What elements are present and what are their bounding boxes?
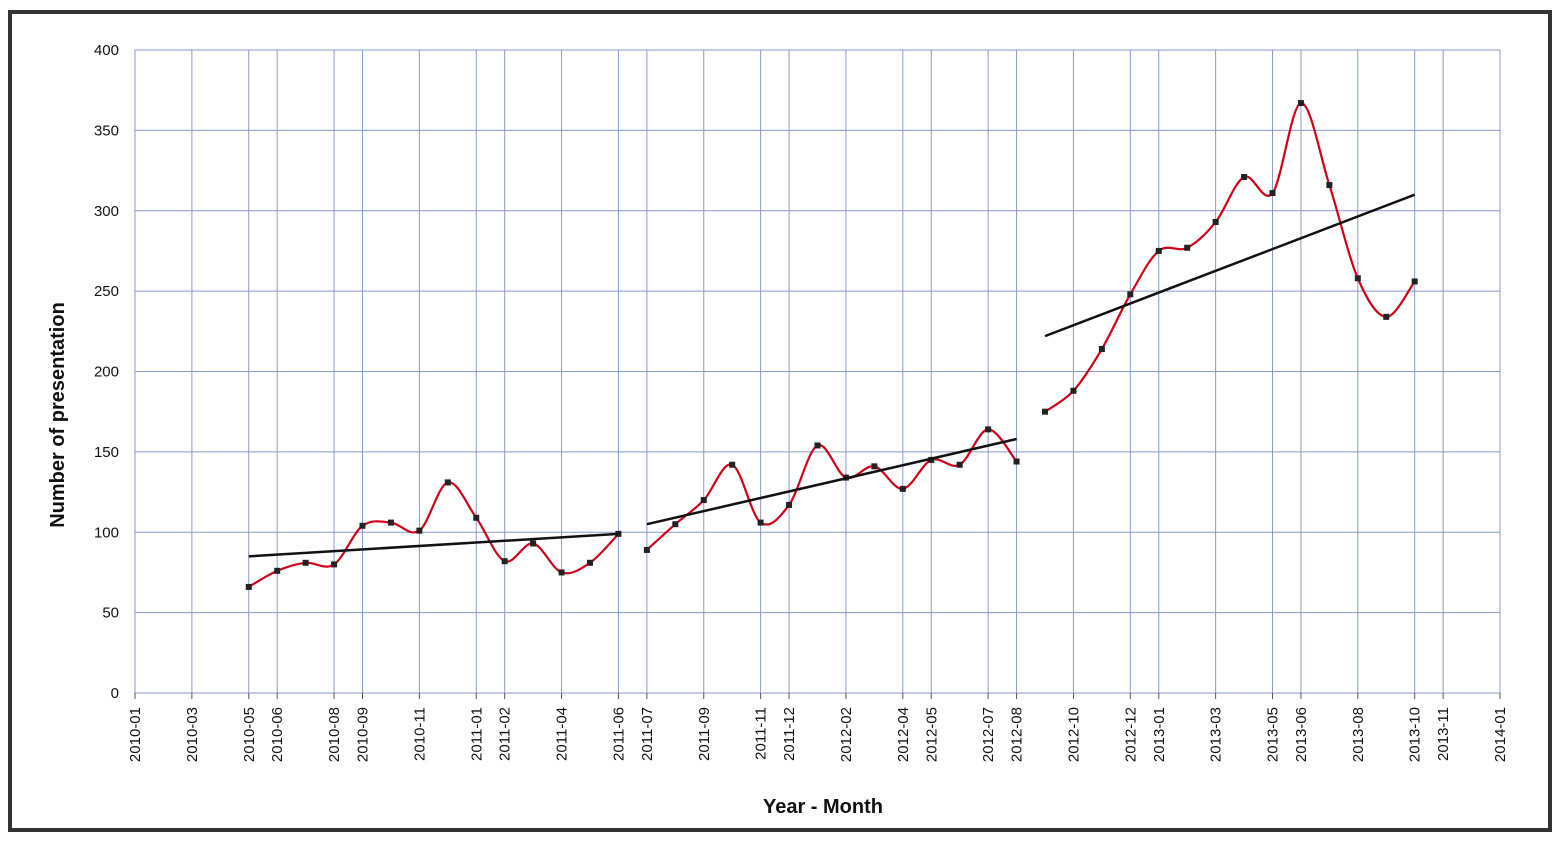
y-tick-label: 0 bbox=[111, 685, 119, 702]
x-tick-label: 2011-07 bbox=[639, 707, 656, 761]
data-point bbox=[444, 479, 451, 486]
y-axis-label: Number of presentation bbox=[47, 302, 69, 528]
y-tick-label: 100 bbox=[94, 524, 119, 541]
x-tick-label: 2013-11 bbox=[1435, 707, 1452, 761]
x-tick-label: 2013-01 bbox=[1151, 707, 1168, 762]
x-tick-label: 2012-07 bbox=[980, 707, 997, 762]
x-tick-label: 2012-04 bbox=[895, 707, 912, 762]
data-point bbox=[416, 527, 423, 534]
data-point bbox=[786, 501, 793, 508]
y-tick-label: 300 bbox=[94, 203, 119, 220]
data-point bbox=[587, 559, 593, 566]
data-point bbox=[501, 558, 508, 565]
x-tick-label: 2011-11 bbox=[753, 707, 770, 760]
chart-frame bbox=[8, 10, 1552, 832]
y-tick-label: 150 bbox=[94, 444, 119, 461]
x-tick-label: 2014-01 bbox=[1492, 707, 1509, 762]
x-tick-label: 2013-10 bbox=[1407, 707, 1424, 762]
data-point bbox=[757, 519, 764, 526]
data-point bbox=[1098, 345, 1105, 352]
data-point bbox=[302, 559, 309, 566]
x-tick-label: 2010-11 bbox=[411, 707, 428, 761]
x-tick-label: 2013-05 bbox=[1265, 707, 1282, 762]
x-axis-label: Year - Month bbox=[763, 796, 883, 818]
data-point bbox=[274, 567, 281, 574]
x-tick-label: 2013-08 bbox=[1350, 707, 1367, 762]
x-tick-label: 2011-02 bbox=[497, 707, 514, 761]
y-tick-label: 200 bbox=[94, 364, 119, 381]
x-tick-label: 2010-03 bbox=[184, 707, 201, 762]
x-tick-label: 2011-12 bbox=[781, 707, 798, 761]
y-tick-label: 400 bbox=[94, 42, 119, 59]
data-point bbox=[729, 461, 736, 468]
data-point bbox=[643, 546, 650, 553]
x-tick-label: 2012-12 bbox=[1122, 707, 1139, 762]
data-point bbox=[672, 521, 679, 528]
x-tick-label: 2012-08 bbox=[1009, 707, 1026, 762]
data-point bbox=[473, 514, 480, 521]
data-point bbox=[1212, 219, 1219, 226]
data-point bbox=[1354, 275, 1361, 282]
y-tick-label: 50 bbox=[102, 605, 119, 622]
x-tick-label: 2012-05 bbox=[923, 707, 940, 762]
series-line bbox=[1044, 193, 1416, 338]
x-tick-label: 2013-06 bbox=[1293, 707, 1310, 762]
x-tick-label: 2012-02 bbox=[838, 707, 855, 762]
x-tick-label: 2011-09 bbox=[696, 707, 713, 761]
data-point bbox=[899, 485, 906, 492]
data-point bbox=[985, 426, 992, 433]
y-tick-label: 250 bbox=[94, 283, 119, 300]
series-line bbox=[248, 532, 619, 558]
data-point bbox=[1383, 313, 1390, 320]
x-tick-label: 2012-10 bbox=[1065, 707, 1082, 762]
data-point bbox=[1127, 291, 1134, 298]
data-point bbox=[359, 522, 366, 529]
data-point bbox=[558, 569, 565, 576]
data-point bbox=[1155, 247, 1162, 254]
x-tick-label: 2010-01 bbox=[127, 707, 144, 762]
data-point bbox=[1013, 458, 1020, 465]
data-point bbox=[331, 561, 338, 568]
x-tick-label: 2010-09 bbox=[355, 707, 372, 762]
data-point bbox=[956, 461, 963, 468]
data-point bbox=[1184, 244, 1191, 251]
data-point bbox=[700, 497, 707, 504]
x-tick-label: 2013-03 bbox=[1208, 707, 1225, 762]
x-tick-label: 2011-06 bbox=[610, 707, 627, 761]
data-point bbox=[387, 519, 394, 526]
x-tick-label: 2010-06 bbox=[269, 707, 286, 762]
data-point bbox=[1070, 387, 1077, 394]
x-tick-label: 2010-05 bbox=[241, 707, 258, 762]
y-tick-label: 350 bbox=[94, 122, 119, 139]
data-point bbox=[1241, 173, 1248, 180]
data-point bbox=[1269, 190, 1276, 197]
data-point bbox=[1411, 278, 1418, 285]
x-tick-label: 2011-04 bbox=[554, 707, 571, 761]
x-tick-label: 2010-08 bbox=[326, 707, 343, 762]
data-point bbox=[1326, 182, 1333, 189]
series-line bbox=[646, 437, 1017, 526]
data-point bbox=[530, 540, 537, 547]
series-line bbox=[646, 428, 1018, 551]
x-tick-label: 2011-01 bbox=[468, 707, 485, 761]
data-point bbox=[1297, 100, 1304, 107]
data-point bbox=[1042, 408, 1048, 415]
data-point bbox=[814, 442, 821, 449]
data-point bbox=[871, 463, 878, 470]
data-point bbox=[245, 583, 252, 590]
